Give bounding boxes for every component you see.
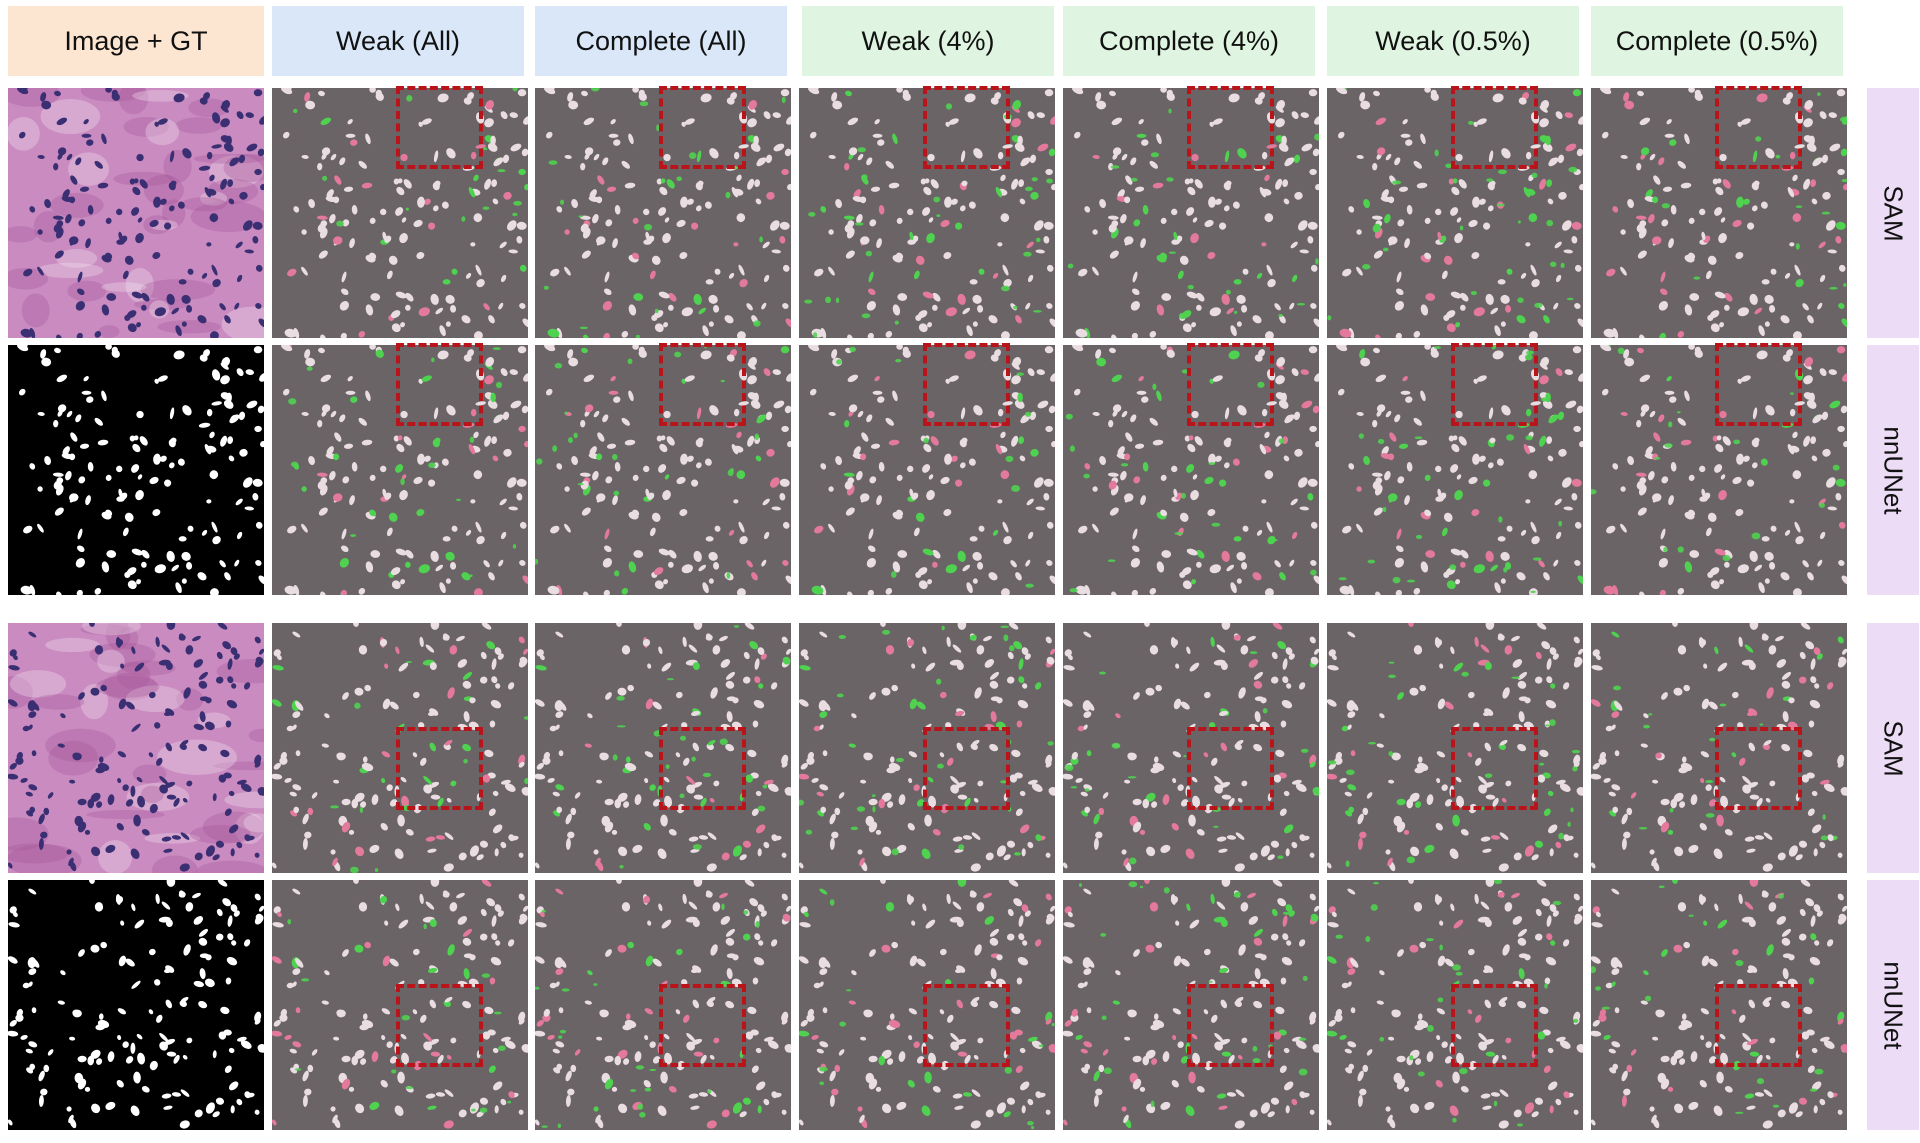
segmentation-overlay [799, 88, 1055, 338]
prediction-overlay-panel [1327, 623, 1583, 873]
segmentation-overlay [1591, 880, 1847, 1130]
zoom-region-box [1715, 343, 1802, 426]
column-header-5: Weak (0.5%) [1327, 6, 1579, 76]
zoom-region-box [1451, 984, 1538, 1067]
zoom-region-box [923, 86, 1010, 169]
zoom-region-box [659, 727, 746, 810]
segmentation-overlay [272, 880, 528, 1130]
segmentation-overlay [272, 345, 528, 595]
zoom-region-box [659, 86, 746, 169]
segmentation-overlay [1063, 880, 1319, 1130]
segmentation-overlay [535, 88, 791, 338]
row-label-text: nnUNet [1878, 960, 1909, 1050]
zoom-region-box [923, 343, 1010, 426]
zoom-region-box [1715, 86, 1802, 169]
segmentation-overlay [535, 623, 791, 873]
he-image-panel [8, 88, 264, 338]
row-label-1: nnUNet [1867, 345, 1919, 595]
segmentation-overlay [272, 623, 528, 873]
prediction-overlay-panel [272, 88, 528, 338]
segmentation-overlay [799, 880, 1055, 1130]
ground-truth-mask [8, 880, 264, 1130]
row-label-0: SAM [1867, 88, 1919, 338]
row-label-2: SAM [1867, 623, 1919, 873]
column-header-2: Complete (All) [535, 6, 787, 76]
prediction-overlay-panel [1327, 345, 1583, 595]
prediction-overlay-panel [272, 880, 528, 1130]
segmentation-overlay [1063, 345, 1319, 595]
row-label-text: SAM [1878, 719, 1909, 777]
prediction-overlay-panel [1063, 880, 1319, 1130]
column-header-0: Image + GT [8, 6, 264, 76]
prediction-overlay-panel [272, 345, 528, 595]
prediction-overlay-panel [1063, 345, 1319, 595]
row-label-3: nnUNet [1867, 880, 1919, 1130]
prediction-overlay-panel [1591, 88, 1847, 338]
prediction-overlay-panel [1591, 880, 1847, 1130]
segmentation-overlay [1327, 345, 1583, 595]
segmentation-overlay [1591, 623, 1847, 873]
prediction-overlay-panel [1063, 88, 1319, 338]
he-image-panel [8, 623, 264, 873]
zoom-region-box [1715, 727, 1802, 810]
ground-truth-mask-panel [8, 880, 264, 1130]
column-header-3: Weak (4%) [802, 6, 1054, 76]
segmentation-overlay [1327, 88, 1583, 338]
zoom-region-box [1451, 86, 1538, 169]
segmentation-overlay [272, 88, 528, 338]
prediction-overlay-panel [1591, 623, 1847, 873]
prediction-overlay-panel [799, 623, 1055, 873]
zoom-region-box [1187, 727, 1274, 810]
zoom-region-box [659, 343, 746, 426]
segmentation-overlay [535, 345, 791, 595]
ground-truth-mask [8, 345, 264, 595]
segmentation-overlay [1591, 88, 1847, 338]
he-image [8, 88, 264, 338]
ground-truth-mask-panel [8, 345, 264, 595]
row-label-text: SAM [1878, 184, 1909, 242]
column-header-1: Weak (All) [272, 6, 524, 76]
row-label-text: nnUNet [1878, 425, 1909, 515]
zoom-region-box [1451, 343, 1538, 426]
prediction-overlay-panel [535, 623, 791, 873]
zoom-region-box [659, 984, 746, 1067]
zoom-region-box [1451, 727, 1538, 810]
zoom-region-box [1187, 343, 1274, 426]
prediction-overlay-panel [535, 345, 791, 595]
zoom-region-box [1187, 86, 1274, 169]
prediction-overlay-panel [1063, 623, 1319, 873]
column-header-6: Complete (0.5%) [1591, 6, 1843, 76]
segmentation-overlay [1063, 88, 1319, 338]
prediction-overlay-panel [1327, 880, 1583, 1130]
zoom-region-box [923, 727, 1010, 810]
segmentation-overlay [799, 345, 1055, 595]
segmentation-overlay [1591, 345, 1847, 595]
prediction-overlay-panel [799, 880, 1055, 1130]
zoom-region-box [396, 984, 483, 1067]
prediction-overlay-panel [272, 623, 528, 873]
prediction-overlay-panel [799, 345, 1055, 595]
segmentation-overlay [1327, 623, 1583, 873]
segmentation-overlay [1327, 880, 1583, 1130]
zoom-region-box [1715, 984, 1802, 1067]
prediction-overlay-panel [1591, 345, 1847, 595]
prediction-overlay-panel [1327, 88, 1583, 338]
zoom-region-box [1187, 984, 1274, 1067]
zoom-region-box [923, 984, 1010, 1067]
he-image [8, 623, 264, 873]
segmentation-overlay [1063, 623, 1319, 873]
column-header-4: Complete (4%) [1063, 6, 1315, 76]
prediction-overlay-panel [535, 88, 791, 338]
zoom-region-box [396, 86, 483, 169]
prediction-overlay-panel [799, 88, 1055, 338]
zoom-region-box [396, 343, 483, 426]
zoom-region-box [396, 727, 483, 810]
segmentation-overlay [799, 623, 1055, 873]
